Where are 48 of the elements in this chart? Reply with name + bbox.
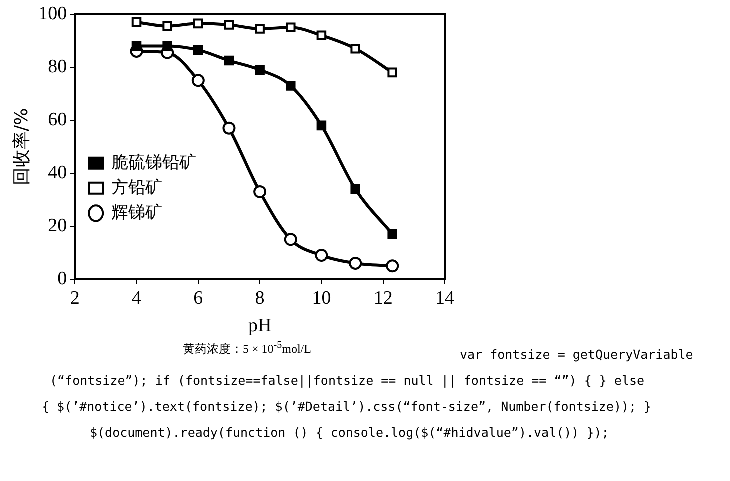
point — [316, 120, 327, 131]
y-tick-label: 60 — [48, 109, 68, 130]
x-axis-title: pH — [248, 316, 272, 337]
text: $(document).ready(function () { console.log($(“#hidvalue”).val()) }); — [90, 425, 610, 440]
text: (“fontsize”); if (fontsize==false||fontsize == null || fontsize == “”) { } else — [50, 373, 645, 388]
point — [388, 229, 398, 240]
legend-label: 脆硫锑铅矿 — [112, 152, 197, 173]
point — [162, 41, 172, 52]
y-tick-label: 100 — [38, 3, 68, 24]
point — [286, 22, 296, 33]
point — [349, 257, 362, 270]
x-tick-label: 6 — [194, 288, 204, 309]
point — [162, 21, 172, 32]
point — [284, 233, 298, 246]
point — [255, 24, 265, 34]
point — [388, 68, 398, 78]
point — [132, 17, 142, 28]
y-tick-label: 0 — [58, 268, 68, 290]
y-tick-label: 40 — [48, 162, 68, 184]
point — [254, 185, 267, 198]
point — [350, 184, 360, 194]
point — [224, 20, 234, 30]
point — [132, 41, 142, 52]
point — [255, 65, 265, 75]
point — [194, 18, 204, 29]
point — [192, 74, 205, 88]
text: 黄药浓度：5 × 10$^{-5}$mol/L — [183, 340, 312, 358]
legend-label: 方铅矿 — [112, 178, 163, 198]
y-axis-title: 回收率/% — [11, 108, 32, 186]
text: { $(’#notice’).text(fontsize); $(’#Detail’).css(“font-size”, Number(fontsize)); } — [42, 399, 652, 414]
point — [386, 260, 400, 273]
x-tick-label: 14 — [436, 288, 455, 309]
x-tick-label: 4 — [132, 288, 142, 309]
y-tick-label: 80 — [48, 56, 68, 78]
point — [194, 45, 204, 56]
text: var fontsize = getQueryVariable — [460, 347, 694, 362]
point — [286, 81, 296, 91]
x-tick-label: 8 — [255, 288, 265, 309]
point — [350, 44, 360, 54]
point — [316, 30, 327, 40]
x-tick-label: 2 — [70, 288, 80, 309]
point — [224, 56, 234, 66]
y-tick-label: 20 — [48, 215, 68, 236]
point — [222, 122, 236, 135]
x-tick-label: 12 — [374, 288, 393, 309]
legend-label: 辉锑矿 — [112, 202, 163, 223]
x-tick-label: 10 — [312, 288, 332, 309]
point — [315, 249, 328, 262]
